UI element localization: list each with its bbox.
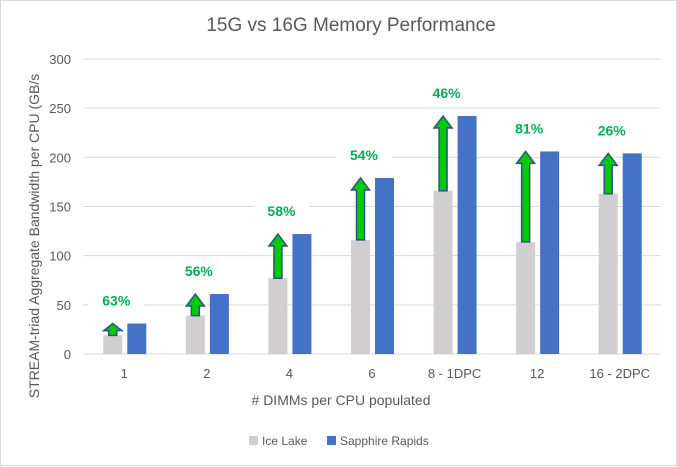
bar-ice-lake bbox=[268, 278, 288, 354]
x-tick-label: 6 bbox=[368, 366, 375, 381]
growth-label: 26% bbox=[598, 122, 627, 138]
annotation-background bbox=[501, 117, 558, 140]
bar-ice-lake bbox=[351, 239, 370, 354]
x-tick-label: 2 bbox=[203, 366, 210, 381]
growth-arrow-icon bbox=[101, 322, 124, 337]
growth-label: 63% bbox=[102, 293, 131, 309]
annotation-background bbox=[418, 82, 475, 105]
x-axis-label: # DIMMs per CPU populated bbox=[252, 392, 431, 408]
growth-arrow-icon bbox=[432, 114, 454, 192]
bar-sapphire-rapids bbox=[127, 323, 147, 354]
bar-ice-lake bbox=[433, 190, 453, 354]
bar-ice-lake bbox=[185, 315, 205, 354]
bar-sapphire-rapids bbox=[209, 294, 229, 354]
growth-arrow-icon bbox=[267, 232, 289, 280]
y-tick-label: 300 bbox=[49, 52, 71, 67]
growth-label: 58% bbox=[267, 203, 296, 219]
chart-title: 15G vs 16G Memory Performance bbox=[206, 15, 495, 36]
bar-ice-lake bbox=[516, 241, 536, 354]
x-tick-label: 4 bbox=[286, 366, 293, 381]
x-tick-label: 8 - 1DPC bbox=[428, 366, 481, 381]
growth-label: 81% bbox=[515, 120, 544, 136]
bar-sapphire-rapids bbox=[622, 153, 642, 354]
bar-sapphire-rapids bbox=[457, 116, 477, 355]
bar-ice-lake bbox=[598, 193, 618, 354]
bar-ice-lake bbox=[103, 335, 123, 354]
legend-swatch bbox=[249, 436, 258, 445]
bar-sapphire-rapids bbox=[292, 234, 312, 354]
legend-label: Sapphire Rapids bbox=[340, 434, 429, 448]
x-tick-label: 16 - 2DPC bbox=[589, 366, 650, 381]
growth-arrow-icon bbox=[350, 176, 371, 241]
y-tick-label: 150 bbox=[49, 200, 71, 215]
growth-arrow-icon bbox=[515, 150, 537, 243]
legend-swatch bbox=[327, 436, 336, 445]
growth-label: 54% bbox=[350, 147, 379, 163]
annotation-background bbox=[583, 119, 640, 142]
growth-arrow-icon bbox=[184, 292, 206, 317]
x-tick-label: 12 bbox=[530, 366, 544, 381]
x-tick-label: 1 bbox=[121, 366, 128, 381]
bar-sapphire-rapids bbox=[540, 151, 560, 354]
y-tick-label: 100 bbox=[49, 249, 71, 264]
y-tick-label: 250 bbox=[49, 101, 71, 116]
bar-sapphire-rapids bbox=[375, 177, 394, 354]
y-tick-label: 200 bbox=[49, 150, 71, 165]
annotation-background bbox=[253, 200, 310, 223]
growth-label: 46% bbox=[433, 85, 462, 101]
annotation-background bbox=[336, 143, 392, 166]
y-tick-label: 50 bbox=[57, 298, 71, 313]
growth-label: 56% bbox=[185, 263, 214, 279]
growth-arrow-icon bbox=[597, 152, 619, 195]
annotation-background bbox=[88, 289, 145, 312]
y-tick-label: 0 bbox=[64, 347, 71, 362]
legend-label: Ice Lake bbox=[262, 434, 308, 448]
y-axis-label: STREAM-triad Aggregate Bandwidth per CPU… bbox=[26, 74, 42, 398]
annotation-background bbox=[170, 260, 227, 283]
